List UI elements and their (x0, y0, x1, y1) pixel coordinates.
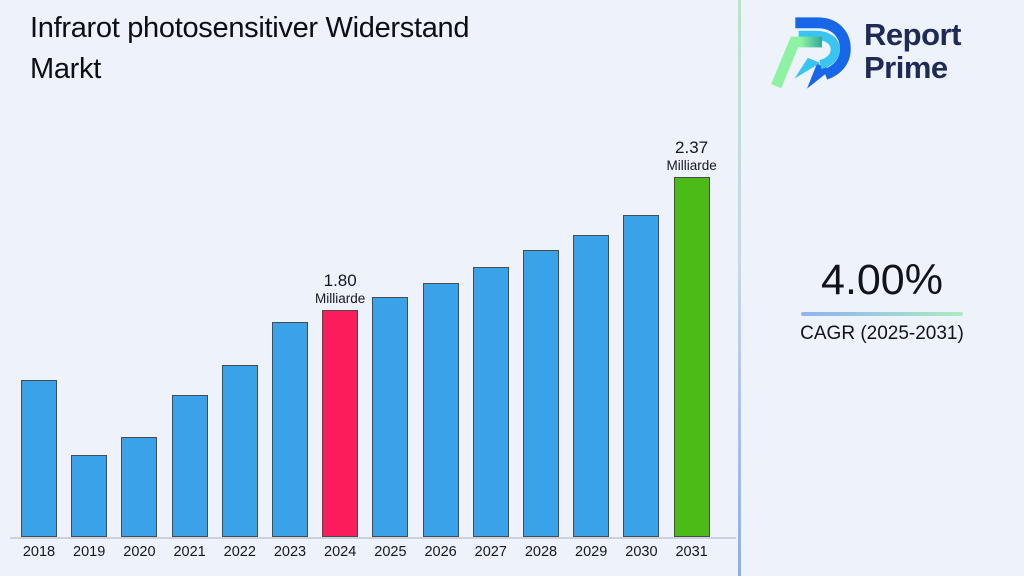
annotation-2024: 1.80 Milliarde (315, 270, 365, 307)
year-label-2018: 2018 (22, 544, 56, 560)
page-title: Infrarot photosensitiver Widerstand Mark… (30, 8, 470, 90)
bar-2031: 2.37 Milliarde (666, 138, 717, 537)
cagr-underline (801, 312, 963, 316)
bar-2019 (71, 455, 108, 537)
logo-wordmark-line2: Prime (864, 50, 948, 85)
logo-wordmark-line1: Report (864, 17, 961, 53)
annotation-value: 1.80 (323, 271, 357, 291)
year-label-2019: 2019 (73, 544, 106, 560)
year-label-2023: 2023 (273, 544, 307, 560)
cagr-label: CAGR (2025-2031) (800, 323, 964, 344)
bar-2020 (121, 437, 158, 537)
vertical-divider (738, 0, 741, 576)
page-title-line2: Markt (30, 53, 102, 86)
bar-chart: 2018 2019 2020 2021 2022 2023 1.80 Milliarde 202… (10, 138, 736, 560)
year-label-2021: 2021 (173, 544, 206, 560)
year-label-2031: 2031 (675, 544, 708, 560)
year-label-2026: 2026 (424, 544, 457, 560)
report-prime-logo-icon (770, 12, 854, 92)
year-label-2030: 2030 (625, 544, 658, 560)
bar-2025 (372, 297, 409, 537)
annotation-unit: Milliarde (666, 158, 717, 174)
year-label-2027: 2027 (474, 544, 507, 560)
year-label-2028: 2028 (524, 544, 558, 560)
logo-wordmark: Report Prime (864, 19, 961, 84)
cagr-block: 4.00% CAGR (2025-2031) (740, 256, 1024, 345)
bar-2018 (21, 380, 57, 537)
bar-2026 (422, 283, 459, 537)
bar-2021 (171, 395, 208, 537)
year-label-2025: 2025 (374, 544, 407, 560)
year-label-2020: 2020 (123, 544, 156, 560)
annotation-2031: 2.37 Milliarde (666, 137, 716, 174)
bar-2029 (573, 235, 610, 537)
bar-2028 (523, 250, 559, 537)
page-title-line1: Infrarot photosensitiver Widerstand (30, 12, 470, 44)
bar-2027 (472, 267, 509, 537)
bar-2030 (623, 215, 660, 537)
bar-2024: 1.80 Milliarde (315, 271, 365, 537)
bar-2022 (221, 365, 258, 537)
annotation-value: 2.37 (675, 138, 709, 158)
year-label-2024: 2024 (324, 544, 357, 560)
brand-logo: Report Prime (770, 12, 961, 92)
bar-2023 (272, 322, 308, 537)
year-label-2022: 2022 (223, 544, 256, 560)
cagr-value: 4.00% (821, 256, 943, 304)
annotation-unit: Milliarde (315, 291, 366, 307)
year-label-2029: 2029 (575, 544, 608, 560)
x-axis-line (10, 537, 736, 539)
